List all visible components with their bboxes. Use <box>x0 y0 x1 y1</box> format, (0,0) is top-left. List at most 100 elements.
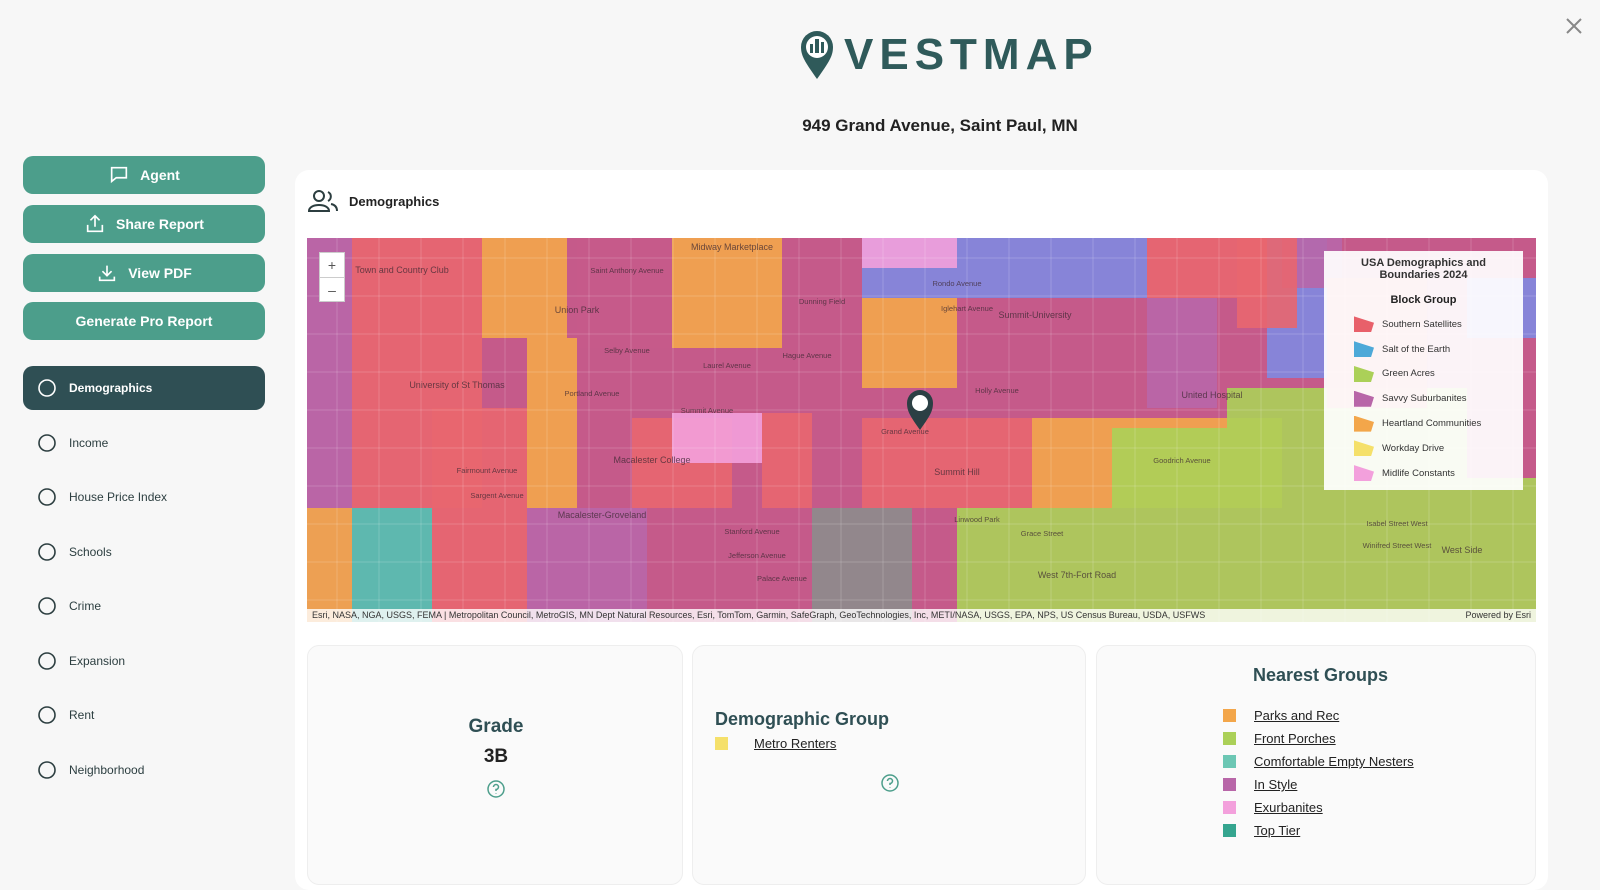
nearest-item[interactable]: In Style <box>1223 773 1414 796</box>
legend-item: Savvy Suburbanites <box>1330 386 1517 411</box>
icon-shape <box>38 488 56 506</box>
legend-label: Green Acres <box>1382 368 1435 380</box>
nav-icon <box>38 651 56 670</box>
map-block <box>672 413 762 463</box>
icon-shape <box>38 651 56 670</box>
action-button[interactable]: View PDF <box>23 254 265 292</box>
action-button[interactable]: Share Report <box>23 205 265 243</box>
logo-text: VESTMAP <box>844 30 1099 79</box>
nearest-item[interactable]: Front Porches <box>1223 727 1414 750</box>
map-label: Palace Avenue <box>757 574 807 583</box>
nearest-item[interactable]: Exurbanites <box>1223 796 1414 819</box>
legend-swatch <box>1354 365 1374 382</box>
group-title: Demographic Group <box>715 709 890 729</box>
panel-title: Demographics <box>349 194 440 209</box>
nearest-label[interactable]: Top Tier <box>1254 823 1301 838</box>
map-block <box>1112 428 1227 622</box>
nav-item[interactable]: Income <box>23 421 265 465</box>
action-button[interactable]: Agent <box>23 156 265 194</box>
nav-label[interactable]: Crime <box>69 599 101 613</box>
address: 949 Grand Avenue, Saint Paul, MN <box>802 116 1078 135</box>
map-legend: USA Demographics and Boundaries 2024 Blo… <box>1324 251 1523 490</box>
pin-inner <box>912 395 928 411</box>
nearest-label[interactable]: Front Porches <box>1254 731 1336 746</box>
nav-label[interactable]: Expansion <box>69 653 126 668</box>
icon-path <box>99 265 116 282</box>
zoom-in[interactable]: + <box>320 253 344 278</box>
map-block <box>1147 298 1217 408</box>
help-icon[interactable] <box>486 779 506 799</box>
legend-label: Southern Satellites <box>1382 318 1462 330</box>
nav-item[interactable]: Demographics <box>23 366 265 410</box>
icon-path <box>86 214 104 233</box>
nav-label[interactable]: Schools <box>69 544 112 559</box>
map-block <box>527 338 577 508</box>
button-label[interactable]: Agent <box>140 167 180 183</box>
nearest-item[interactable]: Comfortable Empty Nesters <box>1223 750 1414 773</box>
icon-shape <box>38 706 56 724</box>
nav-label[interactable]: Rent <box>69 708 95 722</box>
nav-item[interactable]: House Price Index <box>23 475 265 519</box>
map-block <box>307 508 352 622</box>
nearest-list: Parks and Rec Front Porches Comfortable Em… <box>1223 704 1414 842</box>
grade-title: Grade <box>468 716 524 737</box>
nav-label[interactable]: Demographics <box>69 381 153 395</box>
action-button[interactable]: Generate Pro Report <box>23 302 265 340</box>
map-block <box>1237 238 1297 328</box>
legend-label: Savvy Suburbanites <box>1382 393 1467 405</box>
button-label[interactable]: Generate Pro Report <box>75 313 213 329</box>
map-label: Winifred Street West <box>1363 541 1433 550</box>
button-label[interactable]: View PDF <box>128 265 192 281</box>
icon-shape <box>38 542 56 561</box>
panel-icon <box>308 190 338 212</box>
nearest-label[interactable]: Parks and Rec <box>1254 708 1340 723</box>
grade-value: 3B <box>483 746 509 767</box>
nav-item[interactable]: Neighborhood <box>23 748 265 792</box>
map-label: Macalester College <box>613 455 690 465</box>
nav-item[interactable]: Expansion <box>23 639 265 683</box>
map-label: Grand Avenue <box>881 427 929 436</box>
nearest-card: Nearest Groups Parks and Rec Front Porche… <box>1096 645 1536 885</box>
button-label[interactable]: Share Report <box>116 216 204 232</box>
map-block <box>862 298 957 388</box>
group-item[interactable]: Metro Renters <box>715 736 836 751</box>
nearest-label[interactable]: Exurbanites <box>1254 800 1323 815</box>
legend-item: Salt of the Earth <box>1330 337 1517 362</box>
legend-swatch <box>1354 440 1374 457</box>
legend-item: Workday Drive <box>1330 436 1517 461</box>
nav-item[interactable]: Crime <box>23 584 265 628</box>
nav-item[interactable]: Schools <box>23 530 265 574</box>
map-block <box>432 408 527 622</box>
map-block <box>672 238 782 348</box>
map-block <box>957 238 1147 298</box>
group-name[interactable]: Metro Renters <box>754 736 837 751</box>
map-block <box>352 508 432 622</box>
legend-item: Heartland Communities <box>1330 411 1517 436</box>
nearest-swatch <box>1223 732 1236 745</box>
nearest-swatch <box>1223 778 1236 791</box>
nav-label[interactable]: Income <box>69 435 109 450</box>
map-block <box>862 238 957 268</box>
nearest-swatch <box>1223 801 1236 814</box>
nearest-label[interactable]: Comfortable Empty Nesters <box>1254 754 1414 769</box>
map-block <box>482 238 567 338</box>
help-icon[interactable] <box>880 773 900 793</box>
close-button[interactable] <box>1564 16 1584 36</box>
nav-item[interactable]: Rent <box>23 693 265 737</box>
nearest-item[interactable]: Top Tier <box>1223 819 1414 842</box>
map-label: Midway Marketplace <box>691 242 773 252</box>
legend-swatch <box>1354 465 1374 482</box>
nav-label[interactable]: Neighborhood <box>69 762 145 777</box>
zoom-out[interactable]: – <box>328 282 336 298</box>
map-block <box>527 508 647 622</box>
map-label: Selby Avenue <box>604 346 650 355</box>
icon-shape <box>38 597 56 615</box>
nearest-label[interactable]: In Style <box>1254 777 1298 792</box>
legend-swatch <box>1354 341 1374 358</box>
nav-label[interactable]: House Price Index <box>69 490 168 504</box>
icon-shape <box>38 760 56 779</box>
group-card: Demographic Group Metro Renters <box>692 645 1086 885</box>
nearest-swatch <box>1223 824 1236 837</box>
nearest-item[interactable]: Parks and Rec <box>1223 704 1414 727</box>
